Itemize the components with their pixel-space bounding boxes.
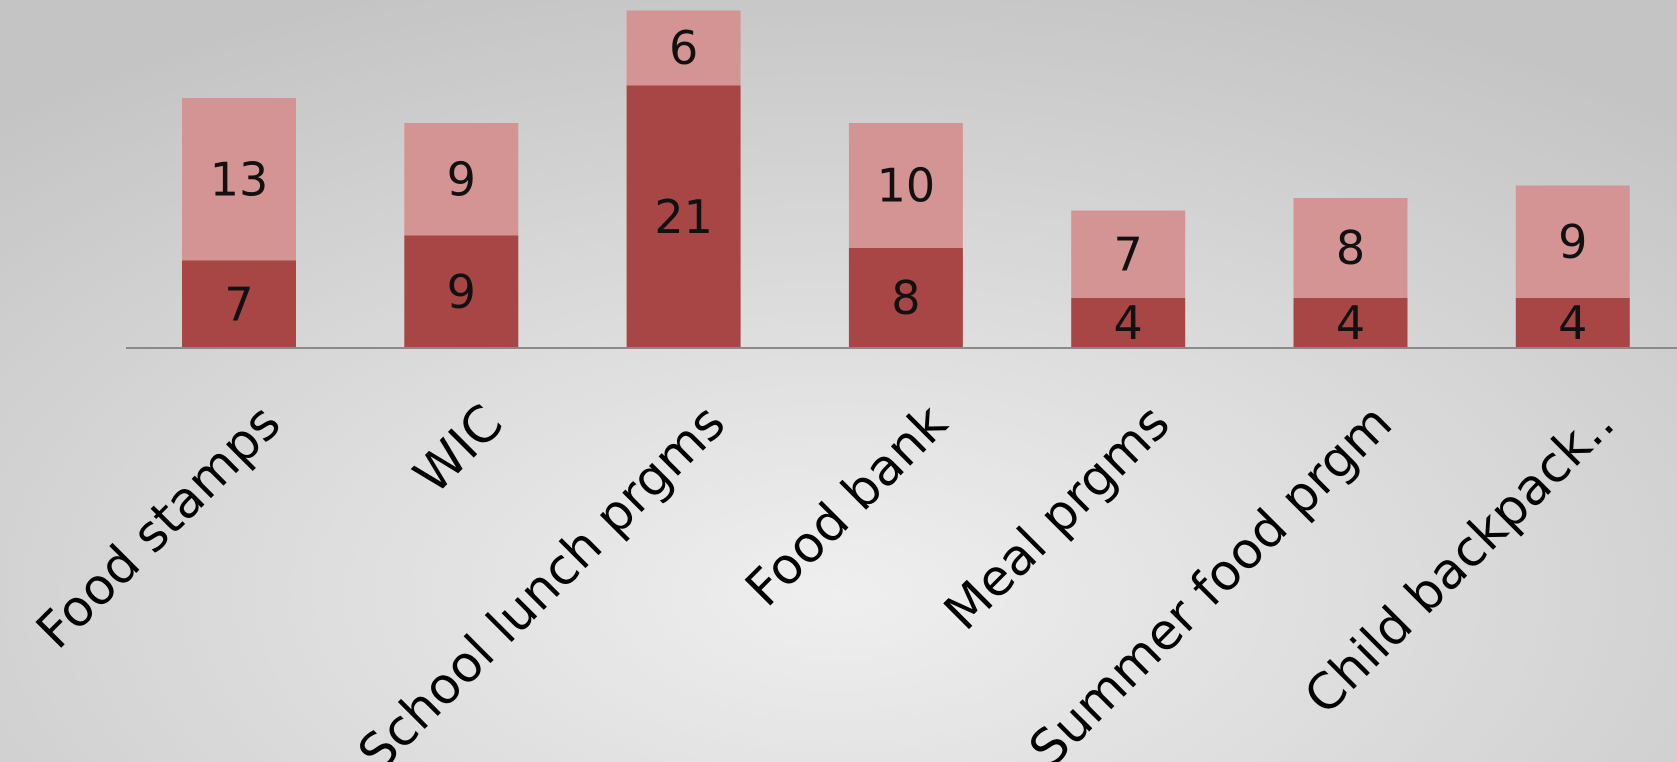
- category-label-wic: WIC: [403, 393, 514, 504]
- bar-school-lunch-prgms-segment-2: [626, 10, 741, 86]
- segment-labels-group: 7 13 9 9 21 6 8 10 4 7 4 8 4 9: [210, 21, 1588, 350]
- bar-wic-segment-1: [404, 235, 519, 348]
- bar-food-stamps-segment-2: [182, 98, 296, 261]
- bars-group: [182, 10, 1630, 348]
- data-label-child-backpack-segment-2: 9: [1558, 215, 1587, 269]
- data-label-child-backpack-segment-1: 4: [1558, 296, 1587, 350]
- bar-food-stamps-segment-1: [182, 260, 296, 348]
- data-label-meal-prgms-segment-2: 7: [1114, 227, 1143, 281]
- data-label-food-stamps-segment-2: 13: [210, 152, 269, 206]
- category-label-food-stamps: Food stamps: [25, 393, 291, 659]
- bar-child-backpack-segment-2: [1515, 185, 1630, 298]
- data-label-wic-segment-2: 9: [447, 152, 476, 206]
- data-label-school-lunch-prgms-segment-1: 21: [654, 190, 713, 244]
- bar-school-lunch-prgms-segment-1: [626, 85, 741, 348]
- bar-wic-segment-2: [404, 123, 519, 236]
- data-label-school-lunch-prgms-segment-2: 6: [669, 21, 698, 75]
- category-label-school-lunch-prgms: School lunch prgms: [347, 393, 736, 762]
- bar-summer-food-prgm-segment-1: [1293, 298, 1408, 348]
- category-label-meal-prgms: Meal prgms: [933, 393, 1181, 641]
- bar-meal-prgms-segment-1: [1071, 298, 1186, 348]
- bar-food-bank-segment-2: [848, 123, 963, 248]
- bar-summer-food-prgm-segment-2: [1293, 198, 1408, 298]
- data-label-food-bank-segment-1: 8: [891, 271, 920, 325]
- bar-child-backpack-segment-1: [1515, 298, 1630, 348]
- category-label-food-bank: Food bank: [734, 393, 958, 617]
- data-label-meal-prgms-segment-1: 4: [1114, 296, 1143, 350]
- data-label-summer-food-prgm-segment-2: 8: [1336, 221, 1365, 275]
- bar-food-bank-segment-1: [848, 248, 963, 348]
- data-label-food-stamps-segment-1: 7: [224, 277, 253, 331]
- data-label-food-bank-segment-2: 10: [877, 159, 936, 213]
- data-label-summer-food-prgm-segment-1: 4: [1336, 296, 1365, 350]
- data-label-wic-segment-1: 9: [447, 265, 476, 319]
- bar-meal-prgms-segment-2: [1071, 210, 1186, 298]
